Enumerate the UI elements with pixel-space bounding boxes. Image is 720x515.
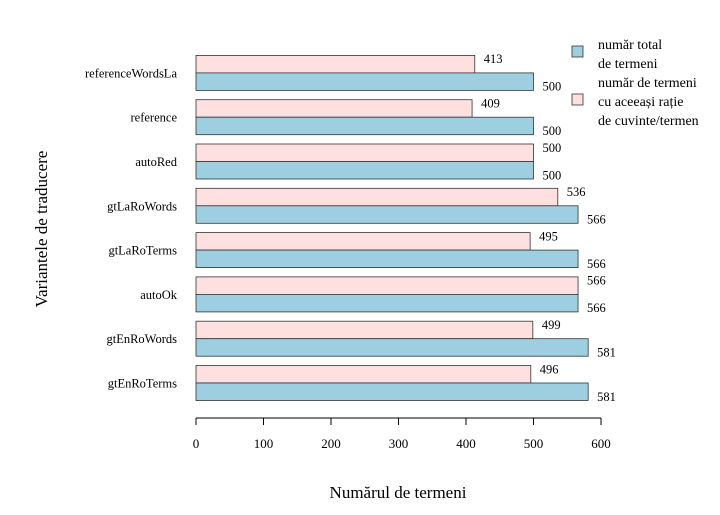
legend-label-total: număr total [598,38,662,53]
x-axis: 0 100 200 300 400 500 600 [193,417,611,451]
bar-total-reference [195,116,534,136]
value-label-total-referenceWordsLa: 500 [543,80,562,94]
bar-same-ratio-gtLaRoWords [195,187,559,207]
x-tick-label-0: 0 [193,436,200,451]
category-label-autoOk: autoOk [140,288,178,302]
bar-same-ratio-reference [195,99,473,118]
category-label-gtEnRoWords: gtEnRoWords [106,332,177,346]
y-axis-title: Variantele de traducere [32,151,51,308]
legend-label-total: de termeni [598,57,658,72]
bar-same-ratio-gtEnRoTerms [195,365,532,384]
x-tick-label-500: 500 [524,436,544,451]
x-tick-label-300: 300 [389,436,409,451]
value-label-same-ratio-gtEnRoWords: 499 [542,318,561,332]
bar-total-gtEnRoTerms [195,382,589,401]
bars-group [195,55,589,401]
x-tick-label-600: 600 [591,436,611,451]
bar-same-ratio-autoOk [195,276,579,295]
category-label-referenceWordsLa: referenceWordsLa [85,66,177,80]
category-label-gtEnRoTerms: gtEnRoTerms [108,377,177,391]
bar-same-ratio-gtLaRoTerms [195,232,531,251]
bar-total-referenceWordsLa [195,72,534,91]
category-label-reference: reference [131,111,178,125]
value-label-total-autoOk: 566 [587,301,606,315]
value-label-same-ratio-gtEnRoTerms: 496 [540,362,559,376]
bar-total-gtEnRoWords [195,338,589,357]
value-label-same-ratio-autoOk: 566 [587,274,606,288]
value-label-same-ratio-referenceWordsLa: 413 [484,52,503,66]
legend-label-same-ratio: cu aceeași rație [598,95,684,110]
bar-same-ratio-gtEnRoWords [195,320,534,340]
value-label-same-ratio-reference: 409 [481,96,500,110]
value-label-same-ratio-autoRed: 500 [543,141,562,155]
category-label-gtLaRoTerms: gtLaRoTerms [108,244,177,258]
value-label-total-gtLaRoWords: 566 [587,213,606,227]
bar-total-gtLaRoTerms [195,249,579,269]
value-label-total-autoRed: 500 [543,168,562,182]
category-label-autoRed: autoRed [135,155,177,169]
x-tick-label-100: 100 [254,436,274,451]
value-labels-group: 4965814995815665664955665365665005004095… [481,52,616,404]
bar-total-gtLaRoWords [195,205,579,224]
bar-total-autoRed [195,161,534,180]
bar-total-autoOk [195,293,579,313]
legend-swatch-total [571,45,584,58]
x-tick-label-400: 400 [456,436,476,451]
bar-same-ratio-autoRed [195,143,534,162]
value-label-total-gtEnRoTerms: 581 [597,390,616,404]
legend: număr total de termeni număr de termeni cu … [571,38,699,129]
legend-label-same-ratio: de cuvinte/termen [598,114,699,129]
category-labels-group: gtEnRoTerms gtEnRoWords autoOk gtLaRoTerms g… [85,66,178,390]
bar-same-ratio-referenceWordsLa [195,55,476,74]
value-label-total-gtEnRoWords: 581 [597,345,616,359]
value-label-same-ratio-gtLaRoWords: 536 [567,185,586,199]
x-tick-label-200: 200 [321,436,341,451]
x-axis-title: Numărul de termeni [330,483,467,502]
legend-swatch-same-ratio [571,93,584,106]
value-label-total-gtLaRoTerms: 566 [587,257,606,271]
category-label-gtLaRoWords: gtLaRoWords [107,199,177,213]
value-label-same-ratio-gtLaRoTerms: 495 [539,229,558,243]
value-label-total-reference: 500 [543,124,562,138]
legend-label-same-ratio: număr de termeni [598,76,697,91]
